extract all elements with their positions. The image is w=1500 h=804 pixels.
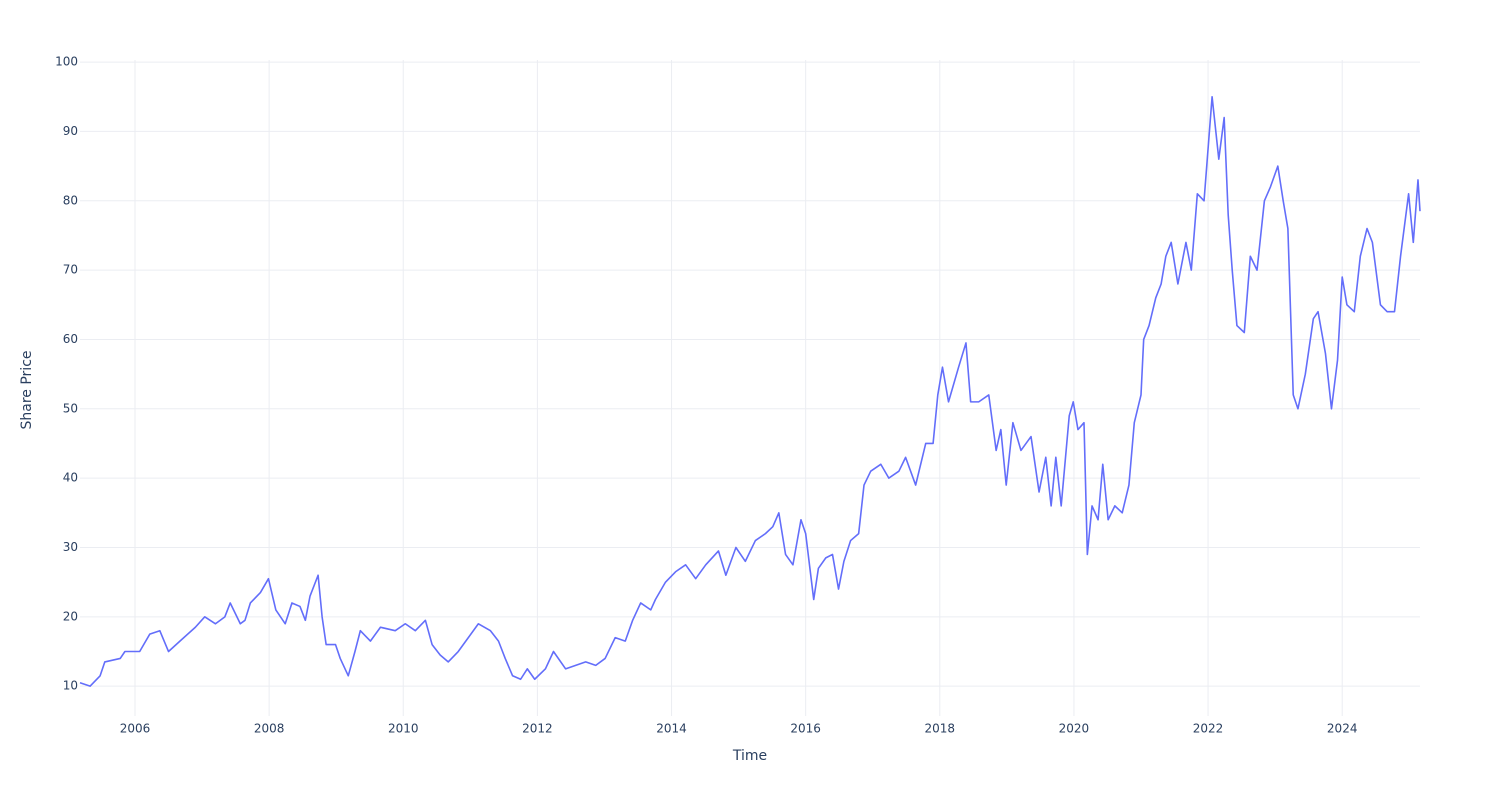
x-tick-label: 2024 bbox=[1327, 722, 1358, 736]
x-tick-label: 2016 bbox=[790, 722, 821, 736]
x-tick-label: 2006 bbox=[120, 722, 151, 736]
x-tick-label: 2022 bbox=[1193, 722, 1224, 736]
y-tick-label: 50 bbox=[63, 401, 78, 415]
x-tick-label: 2008 bbox=[254, 722, 285, 736]
x-tick-label: 2010 bbox=[388, 722, 419, 736]
y-tick-label: 20 bbox=[63, 609, 78, 623]
price-line bbox=[79, 95, 1421, 687]
y-tick-label: 70 bbox=[63, 263, 78, 277]
y-tick-label: 80 bbox=[63, 193, 78, 207]
x-tick-label: 2012 bbox=[522, 722, 553, 736]
y-axis-title: Share Price bbox=[19, 350, 35, 429]
y-tick-label: 60 bbox=[63, 332, 78, 346]
y-tick-label: 100 bbox=[55, 55, 78, 69]
x-tick-label: 2014 bbox=[656, 722, 687, 736]
y-tick-label: 90 bbox=[63, 124, 78, 138]
y-tick-label: 30 bbox=[63, 540, 78, 554]
x-tick-label: 2020 bbox=[1059, 722, 1090, 736]
x-tick-label: 2018 bbox=[925, 722, 956, 736]
y-tick-label: 10 bbox=[63, 679, 78, 693]
x-axis-title: Time bbox=[732, 748, 767, 764]
y-tick-label: 40 bbox=[63, 471, 78, 485]
